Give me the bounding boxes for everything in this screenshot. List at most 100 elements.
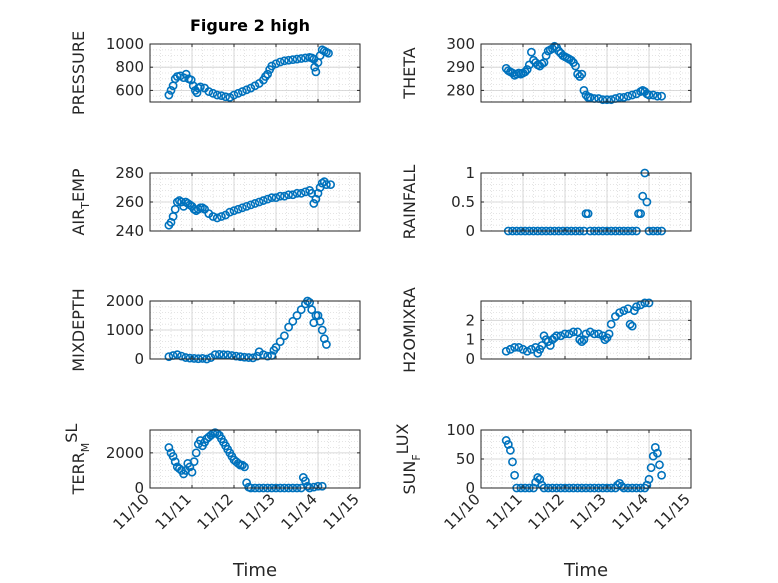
data-point [235, 352, 245, 362]
data-point [317, 481, 327, 491]
data-point [522, 346, 532, 356]
y-axis-label-sub: F [410, 454, 423, 460]
data-point [541, 335, 551, 345]
data-point [210, 350, 220, 360]
data-point [307, 188, 317, 198]
y-axis-label: H2OMIXRA [400, 287, 419, 373]
data-point [181, 69, 191, 79]
x-tick-label: 11/11 [483, 490, 526, 533]
axes-box [480, 300, 692, 360]
data-point [594, 329, 603, 339]
data-point [271, 193, 281, 203]
data-point [642, 197, 652, 207]
data-point [648, 90, 658, 100]
x-tick-label: 11/14 [278, 490, 321, 533]
y-tick-label: 50 [456, 450, 475, 468]
y-tick-label: 1000 [106, 321, 144, 339]
y-tick-label: 1 [465, 331, 475, 349]
axes-box [149, 43, 361, 103]
y-tick-label: 260 [115, 193, 144, 211]
data-point [284, 55, 293, 65]
subplot-2: 280 290 300 THETA [400, 35, 692, 105]
data-point [560, 329, 570, 339]
data-point [644, 298, 654, 308]
data-point [233, 458, 243, 468]
y-axis-label: SUNFLUX [393, 423, 423, 494]
data-point [248, 353, 258, 363]
y-axis-label-tail: LUX [393, 423, 412, 454]
data-point [221, 92, 230, 102]
data-point [225, 207, 235, 217]
data-point [640, 298, 650, 308]
data-point [284, 322, 293, 332]
data-point [655, 460, 664, 470]
data-point [518, 344, 528, 354]
data-point [164, 352, 174, 362]
y-axis-label: AIRTEMP [69, 168, 92, 235]
y-axis-label-tail: SL [62, 424, 81, 443]
data-point [275, 191, 285, 201]
data-point [246, 200, 256, 210]
y-axis-label: THETA [400, 47, 419, 99]
data-point [244, 353, 254, 362]
data-point [233, 88, 243, 98]
data-point [653, 91, 662, 101]
y-axis-label: MIXDEPTH [69, 288, 88, 371]
data-point [575, 335, 585, 345]
data-point [288, 316, 298, 326]
y-tick-label: 0 [465, 479, 475, 497]
data-point [229, 90, 239, 100]
data-point [569, 327, 578, 337]
y-axis-label-tail: EMP [69, 168, 88, 202]
data-point [566, 55, 576, 65]
data-point [632, 302, 641, 312]
data-point [170, 457, 180, 467]
data-point [520, 67, 530, 77]
y-tick-label: 0.5 [451, 193, 475, 211]
y-tick-label: 290 [446, 58, 475, 76]
x-axis-label: Time [563, 560, 608, 581]
data-point [646, 463, 656, 473]
data-point [204, 87, 214, 96]
data-point [187, 467, 197, 477]
data-point [300, 476, 310, 486]
data-point [292, 54, 302, 64]
data-point [657, 91, 666, 101]
data-point [315, 316, 325, 326]
data-point [219, 350, 228, 360]
data-point [552, 331, 561, 341]
data-point [240, 462, 249, 472]
data-point [541, 51, 551, 60]
data-point [292, 188, 302, 198]
y-tick-label: 300 [446, 35, 475, 53]
y-tick-label: 0 [465, 222, 475, 240]
data-series [164, 45, 333, 102]
data-point [177, 351, 186, 361]
data-point [579, 86, 589, 95]
data-point [604, 329, 614, 339]
data-point [321, 180, 331, 189]
data-point [208, 88, 218, 98]
data-point [300, 53, 310, 63]
y-axis-label-main: MIXDEPTH [69, 288, 88, 371]
x-tick-label: 11/15 [320, 490, 363, 533]
y-tick-label: 1 [465, 164, 475, 182]
data-point [271, 59, 281, 69]
y-axis-label-main: RAINFALL [400, 165, 419, 240]
data-point [263, 351, 272, 361]
data-point [288, 55, 298, 65]
data-point [575, 72, 585, 81]
x-tick-label: 11/11 [152, 490, 195, 533]
data-point [263, 69, 272, 79]
data-point [514, 342, 524, 352]
data-point [242, 85, 251, 95]
data-point [237, 87, 247, 96]
subplot-6: 01 2 H2OMIXRA [400, 287, 692, 373]
y-tick-label: 280 [446, 81, 475, 99]
data-point [240, 352, 249, 362]
axes-box [480, 43, 692, 103]
data-point [627, 90, 637, 100]
data-point [250, 199, 260, 208]
subplot-1: 600 800 1000 PRESSURE [69, 31, 361, 115]
